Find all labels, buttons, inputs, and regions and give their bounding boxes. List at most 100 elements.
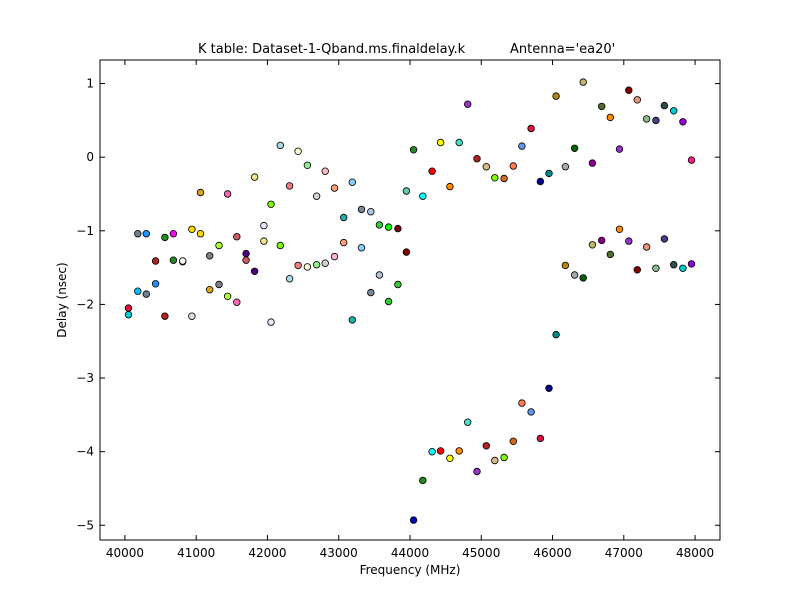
data-point-80	[482, 162, 490, 171]
data-point-51	[348, 316, 356, 324]
data-point-14	[188, 225, 196, 233]
data-point-127	[687, 260, 696, 268]
data-point-110	[615, 145, 624, 153]
data-point-0	[124, 304, 133, 312]
data-point-121	[660, 235, 669, 243]
data-point-56	[375, 221, 384, 229]
data-point-89	[518, 399, 526, 407]
data-point-116	[642, 115, 651, 123]
data-point-7	[151, 257, 160, 265]
scatter-points	[124, 78, 696, 524]
data-point-10	[169, 229, 178, 238]
data-point-86	[509, 162, 517, 170]
data-point-123	[670, 261, 678, 269]
data-point-100	[570, 144, 579, 152]
data-point-54	[367, 207, 375, 216]
y-axis-label: Delay (nsec)	[55, 262, 69, 337]
data-point-108	[606, 113, 614, 122]
y-tick-label: −3	[76, 371, 94, 385]
data-point-109	[606, 250, 614, 259]
data-point-120	[660, 101, 669, 110]
data-point-101	[570, 271, 579, 279]
data-point-99	[561, 261, 570, 270]
data-point-5	[142, 229, 150, 238]
data-point-27	[242, 256, 250, 264]
data-point-77	[464, 418, 472, 426]
data-point-102	[579, 78, 587, 86]
data-point-1	[124, 311, 133, 319]
data-point-125	[679, 264, 687, 272]
data-point-93	[536, 434, 545, 443]
data-point-6	[151, 280, 160, 288]
data-point-24	[233, 232, 241, 241]
data-point-18	[205, 286, 214, 294]
x-tick-label: 40000	[106, 546, 144, 560]
data-point-104	[588, 159, 597, 167]
data-point-26	[242, 249, 250, 258]
data-point-41	[303, 263, 312, 271]
chart-title-antenna: Antenna='ea20'	[510, 42, 615, 57]
data-point-72	[446, 182, 454, 191]
data-point-11	[169, 256, 178, 264]
data-point-50	[348, 178, 356, 186]
data-point-55	[367, 288, 375, 297]
data-point-61	[394, 280, 402, 289]
data-point-115	[633, 266, 641, 274]
data-point-25	[233, 298, 241, 306]
data-point-28	[250, 173, 259, 181]
data-point-19	[205, 252, 214, 260]
data-point-49	[340, 238, 348, 247]
data-point-103	[579, 274, 587, 282]
axis-ticks: 40000 41000 42000 43000 44000 45000 46000 47000…	[76, 60, 720, 560]
data-point-48	[340, 213, 348, 222]
y-tick-label: 1	[86, 77, 94, 91]
data-point-45	[321, 259, 329, 267]
data-point-17	[196, 229, 205, 238]
data-point-92	[536, 177, 545, 186]
data-point-3	[134, 229, 142, 238]
data-point-53	[357, 243, 366, 252]
data-point-88	[518, 142, 526, 150]
data-point-126	[687, 156, 696, 164]
data-point-13	[178, 257, 187, 265]
data-point-96	[552, 92, 560, 100]
data-point-38	[294, 147, 302, 155]
data-point-52	[357, 205, 366, 214]
data-point-23	[223, 292, 232, 300]
data-point-81	[482, 442, 490, 450]
data-point-119	[652, 264, 660, 272]
data-point-66	[419, 192, 427, 200]
data-point-70	[436, 138, 445, 147]
data-point-122	[670, 107, 678, 115]
data-point-63	[402, 248, 411, 256]
data-point-32	[267, 200, 275, 208]
data-point-22	[223, 190, 232, 198]
y-tick-label: −5	[76, 518, 94, 532]
data-point-65	[409, 516, 418, 524]
data-point-69	[428, 448, 436, 456]
data-point-42	[312, 192, 321, 200]
y-tick-label: −4	[76, 445, 94, 459]
data-point-95	[545, 384, 553, 392]
data-point-43	[312, 261, 321, 269]
x-tick-label: 46000	[533, 546, 571, 560]
data-point-74	[455, 138, 463, 147]
y-tick-label: −2	[76, 297, 94, 311]
x-tick-label: 45000	[462, 546, 500, 560]
data-point-75	[455, 447, 463, 455]
data-point-97	[552, 330, 560, 339]
data-point-98	[561, 162, 570, 171]
chart-title: K table: Dataset-1-Qband.ms.finaldelay.k	[198, 42, 466, 57]
data-point-47	[330, 252, 339, 261]
data-point-107	[598, 236, 606, 245]
data-point-34	[276, 141, 284, 150]
data-point-124	[679, 118, 687, 126]
data-point-16	[196, 188, 205, 197]
x-tick-label: 41000	[177, 546, 215, 560]
data-point-33	[267, 318, 275, 326]
data-point-57	[375, 271, 384, 279]
data-point-39	[294, 261, 302, 270]
data-point-36	[285, 182, 294, 190]
